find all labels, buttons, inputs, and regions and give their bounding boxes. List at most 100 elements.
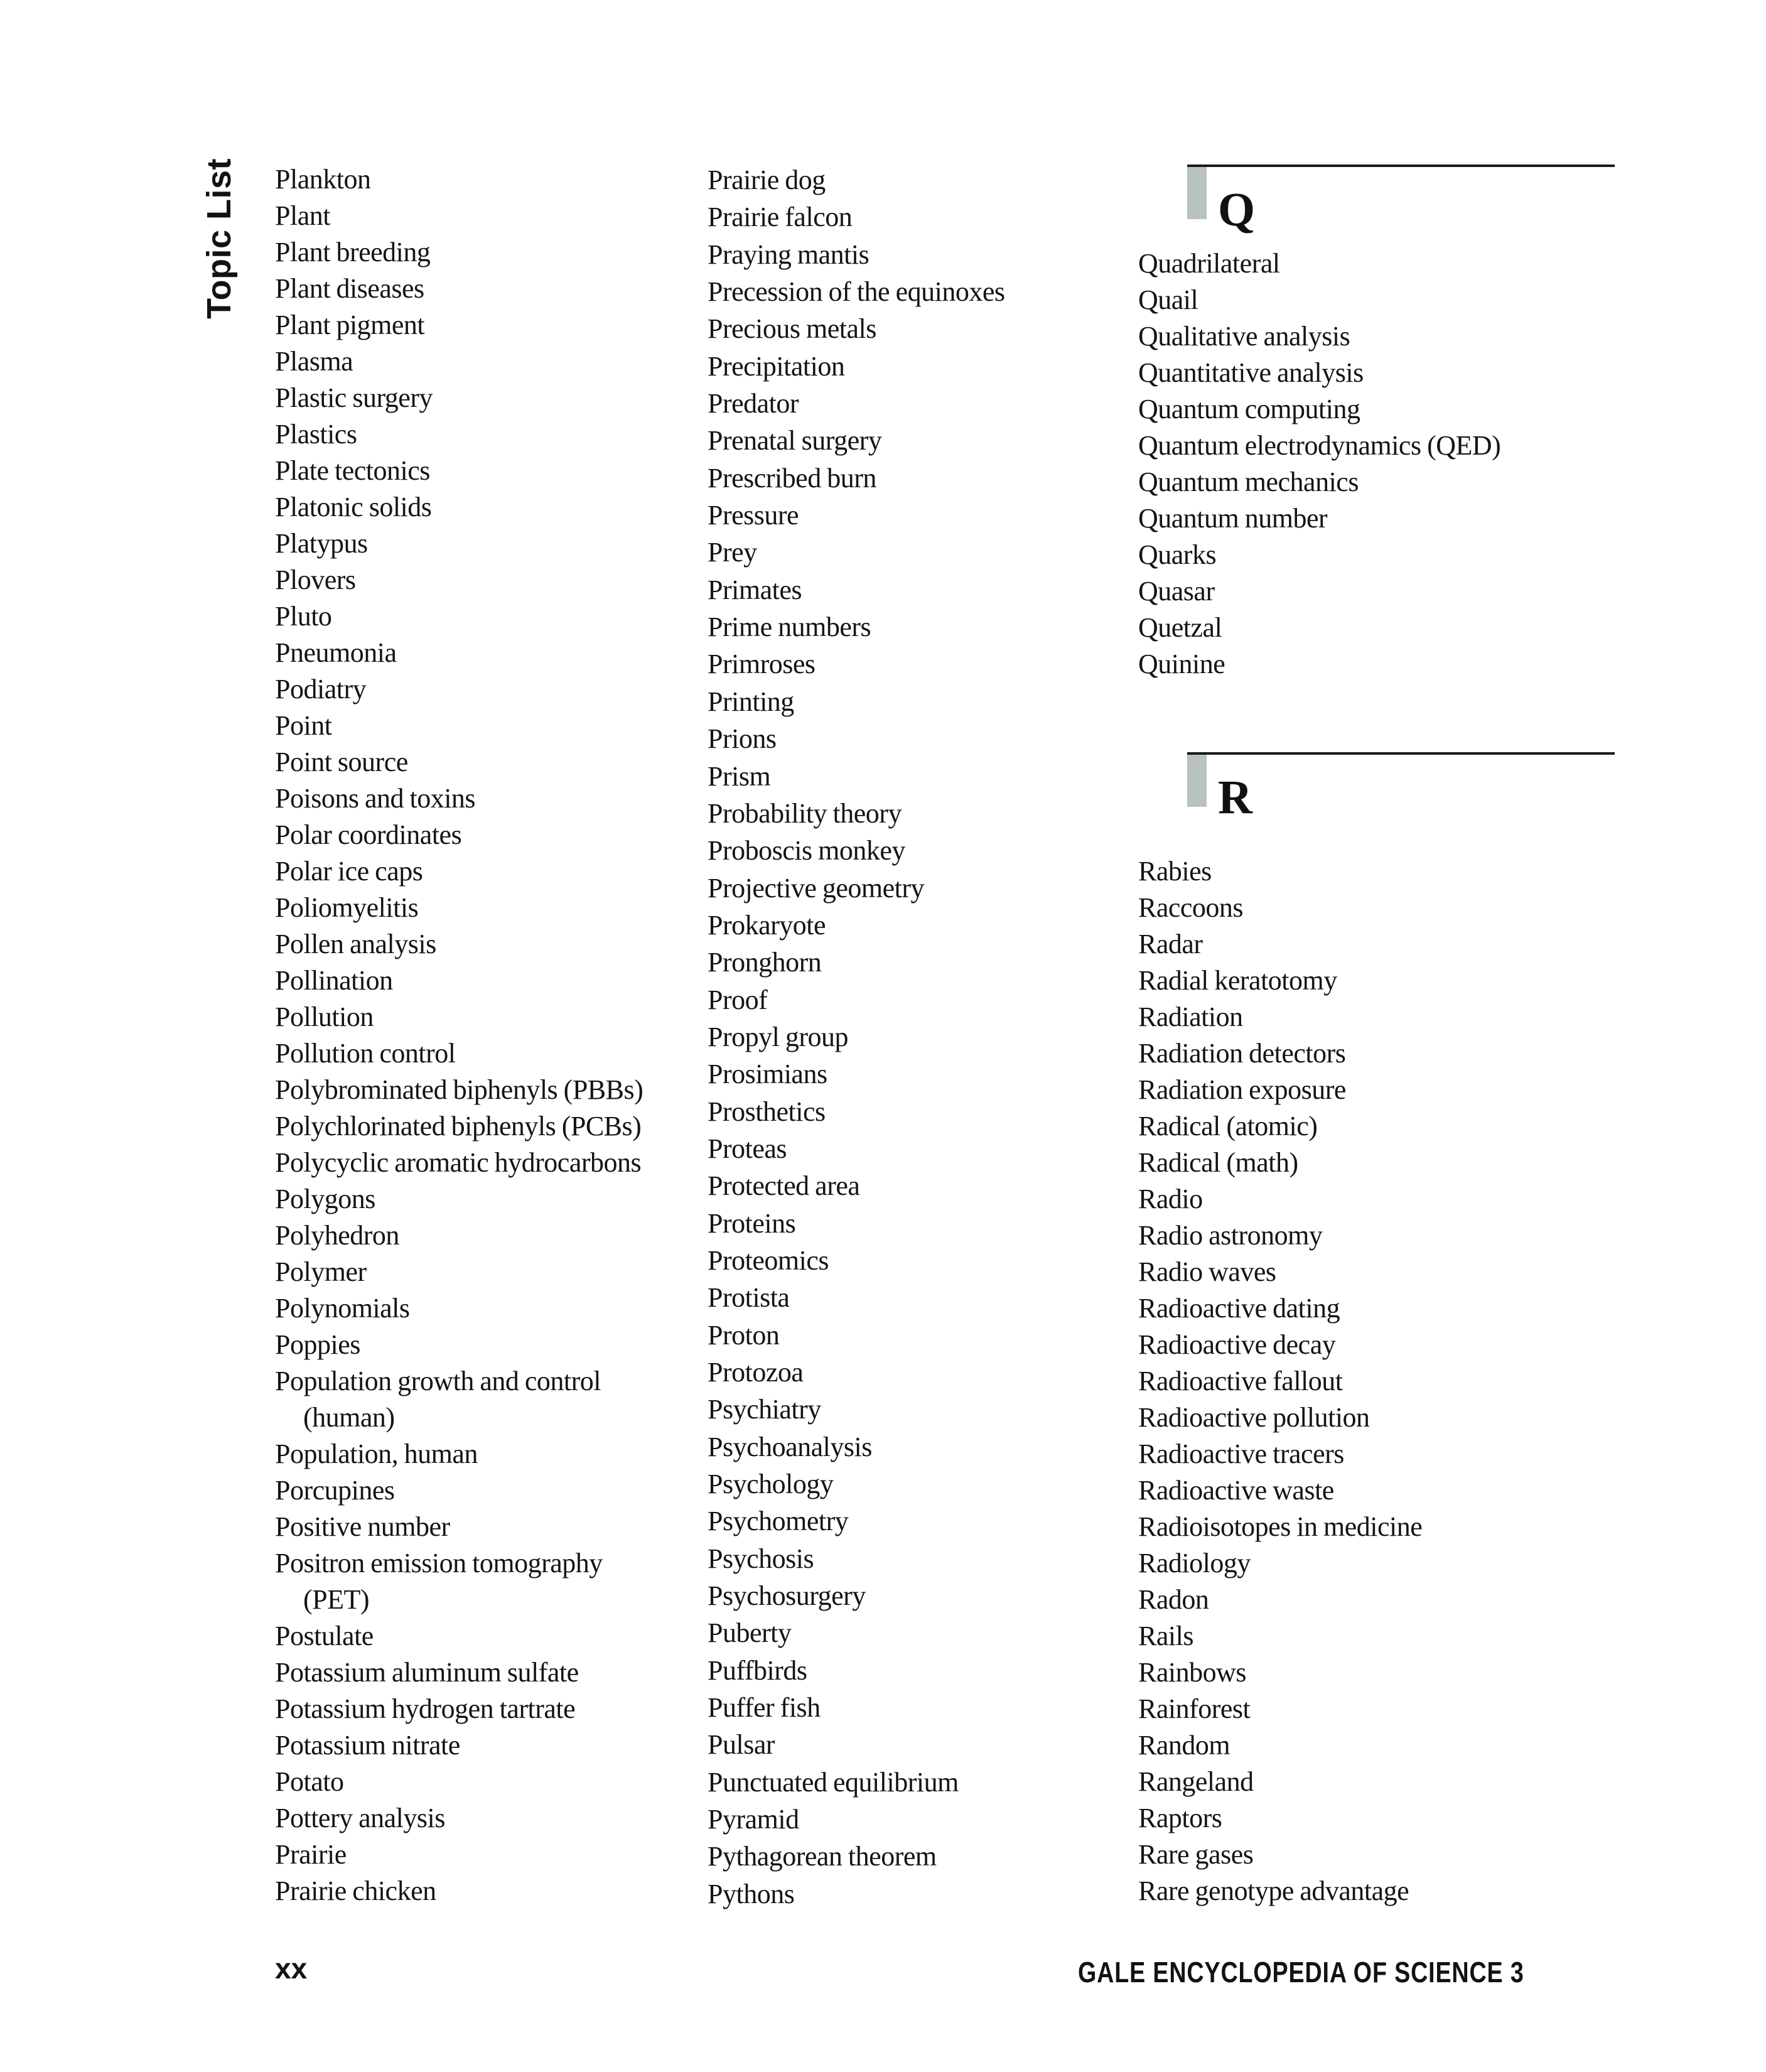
list-item: Population, human	[275, 1438, 478, 1469]
list-item: Quail	[1138, 284, 1198, 315]
list-item: Podiatry	[275, 674, 367, 704]
list-item: Primroses	[708, 649, 816, 680]
list-item: Quarks	[1138, 539, 1217, 570]
list-item: Protected area	[708, 1170, 860, 1202]
list-item: Radioactive waste	[1138, 1475, 1334, 1506]
list-item: Platonic solids	[275, 492, 432, 522]
page-number: xx	[275, 1952, 308, 1985]
list-item: Radioactive fallout	[1138, 1366, 1343, 1396]
list-item: Plasma	[275, 346, 353, 377]
list-item: Quadrilateral	[1138, 248, 1280, 279]
list-item: Pressure	[708, 500, 799, 531]
list-item: Proboscis monkey	[708, 835, 905, 866]
list-item: Radiation	[1138, 1001, 1243, 1032]
list-item: Porcupines	[275, 1475, 395, 1506]
list-item: Radiation detectors	[1138, 1038, 1346, 1069]
list-item: Quantum number	[1138, 503, 1328, 534]
section-q-rule	[1187, 165, 1615, 167]
list-item: Radical (math)	[1138, 1147, 1298, 1178]
list-item: Rainbows	[1138, 1657, 1247, 1688]
list-item: Rails	[1138, 1621, 1193, 1651]
list-item: Prions	[708, 723, 777, 755]
list-item: Proteins	[708, 1207, 796, 1239]
list-item: Polyhedron	[275, 1220, 399, 1251]
list-item: Quantum electrodynamics (QED)	[1138, 430, 1501, 461]
list-item: Plastics	[275, 419, 357, 450]
section-q-list: Quadrilateral Quail Qualitative analysis Qu…	[1138, 246, 1615, 683]
list-item: Potassium nitrate	[275, 1730, 460, 1761]
list-item: Potato	[275, 1766, 344, 1797]
list-item: Precious metals	[708, 313, 876, 345]
list-item: Radioactive dating	[1138, 1293, 1340, 1324]
list-item: Rare genotype advantage	[1138, 1875, 1409, 1906]
list-item: Propyl group	[708, 1021, 849, 1052]
list-item: Pythagorean theorem	[708, 1841, 937, 1872]
list-item: (PET)	[303, 1584, 370, 1615]
list-item: Polymer	[275, 1256, 367, 1287]
list-item: Point source	[275, 747, 408, 777]
list-item: Prey	[708, 537, 757, 568]
list-item: Rangeland	[1138, 1766, 1254, 1797]
list-item: Psychometry	[708, 1506, 849, 1537]
list-item: Plovers	[275, 564, 356, 595]
list-item: Protista	[708, 1282, 790, 1314]
list-item: Printing	[708, 686, 794, 717]
list-item: Platypus	[275, 528, 368, 559]
list-item: Radar	[1138, 929, 1203, 959]
list-item: Plankton	[275, 164, 371, 195]
list-item: Quetzal	[1138, 612, 1222, 643]
list-item: Raccoons	[1138, 892, 1244, 923]
list-item: Polycyclic aromatic hydrocarbons	[275, 1147, 642, 1178]
list-item: Prokaryote	[708, 909, 826, 941]
list-item: Praying mantis	[708, 239, 870, 270]
section-q-letter: Q	[1218, 183, 1256, 236]
section-r-tab	[1187, 755, 1207, 807]
list-item: Pneumonia	[275, 637, 397, 668]
list-item: Potassium hydrogen tartrate	[275, 1693, 576, 1724]
list-item: Precipitation	[708, 350, 845, 382]
list-item: Proteomics	[708, 1244, 829, 1276]
list-item: Polychlorinated biphenyls (PCBs)	[275, 1111, 642, 1141]
list-item: Radioactive tracers	[1138, 1438, 1344, 1469]
list-item: Polybrominated biphenyls (PBBs)	[275, 1074, 643, 1105]
list-item: Plant breeding	[275, 237, 431, 267]
list-item: Pythons	[708, 1878, 795, 1909]
list-item: Rabies	[1138, 856, 1212, 887]
list-item: Psychoanalysis	[708, 1431, 872, 1462]
list-item: Radioisotopes in medicine	[1138, 1511, 1423, 1542]
list-item: Population growth and control	[275, 1366, 601, 1396]
list-item: Prairie dog	[708, 165, 826, 195]
list-item: Radioactive decay	[1138, 1329, 1336, 1360]
topic-column-2: Prairie dog Prairie falcon Praying mantis P…	[708, 161, 1122, 1913]
list-item: Radio astronomy	[1138, 1220, 1323, 1251]
list-item: Puberty	[708, 1617, 792, 1649]
list-item: Precession of the equinoxes	[708, 276, 1005, 308]
list-item: Polynomials	[275, 1293, 410, 1324]
list-item: Radiation exposure	[1138, 1074, 1346, 1105]
list-item: Quasar	[1138, 576, 1215, 607]
topic-column-1: Plankton Plant Plant breeding Plant disease…	[275, 161, 689, 1909]
list-item: (human)	[303, 1402, 395, 1433]
list-item: Primates	[708, 574, 802, 605]
section-r-list: Rabies Raccoons Radar Radial keratotomy Radi…	[1138, 853, 1615, 1909]
list-item: Puffer fish	[708, 1692, 821, 1724]
list-item: Predator	[708, 388, 799, 419]
topic-list-tab: Topic List	[200, 158, 238, 319]
list-item: Qualitative analysis	[1138, 321, 1350, 352]
list-item: Psychology	[708, 1469, 834, 1500]
list-item: Positive number	[275, 1511, 450, 1542]
list-item: Potassium aluminum sulfate	[275, 1657, 579, 1688]
list-item: Pottery analysis	[275, 1803, 445, 1833]
list-item: Radiology	[1138, 1548, 1251, 1578]
list-item: Psychosurgery	[708, 1580, 866, 1612]
list-item: Poisons and toxins	[275, 783, 476, 814]
list-item: Raptors	[1138, 1803, 1222, 1833]
list-item: Protozoa	[708, 1357, 804, 1388]
section-r-rule	[1187, 752, 1615, 755]
list-item: Postulate	[275, 1621, 374, 1651]
list-item: Plant diseases	[275, 273, 424, 304]
list-item: Quinine	[1138, 649, 1225, 679]
list-item: Poliomyelitis	[275, 892, 419, 923]
list-item: Pollution	[275, 1001, 374, 1032]
list-item: Random	[1138, 1730, 1230, 1761]
